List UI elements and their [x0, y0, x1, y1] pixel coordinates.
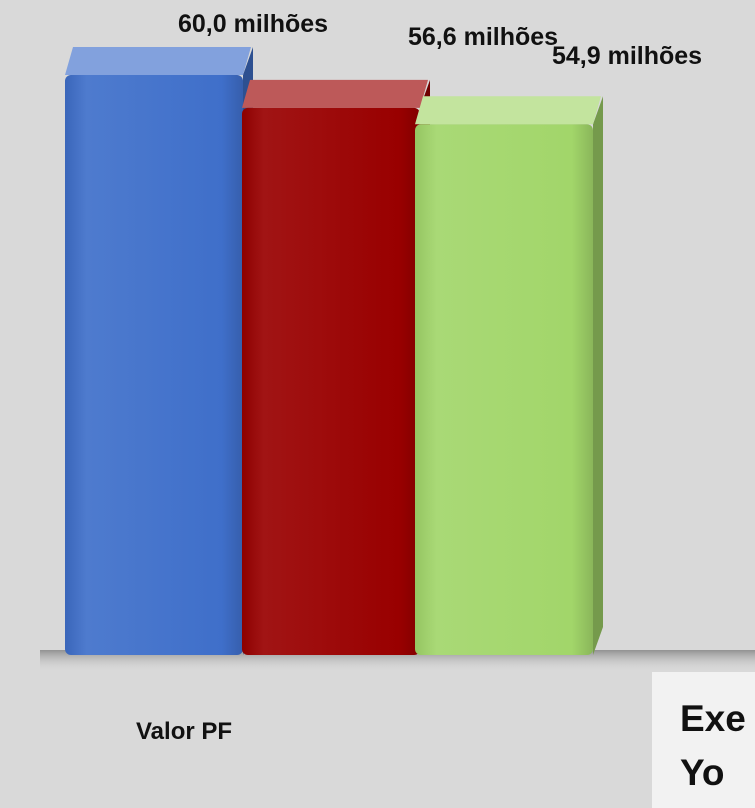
bar-top-face: [242, 79, 428, 108]
bar-top-face: [65, 47, 251, 75]
text-callout-box: Exe Yo: [652, 672, 755, 808]
chart-floor: [40, 650, 755, 672]
bars-group: [65, 47, 603, 656]
callout-text: Exe Yo: [680, 698, 746, 793]
category-label: Valor PF: [136, 718, 233, 745]
bar-front-face: [415, 124, 593, 656]
bar-side-face: [593, 96, 603, 656]
data-label-series-3: 54,9 milhões: [552, 42, 703, 70]
bar-top-face: [415, 96, 601, 125]
bar-series-3: [415, 96, 603, 656]
data-label-series-1: 60,0 milhões: [178, 10, 329, 38]
bar-series-2: [242, 79, 430, 655]
bar-front-face: [65, 75, 243, 655]
bar-front-face: [242, 107, 420, 655]
bar-series-1: [65, 47, 253, 655]
data-label-series-2: 56,6 milhões: [408, 23, 559, 51]
